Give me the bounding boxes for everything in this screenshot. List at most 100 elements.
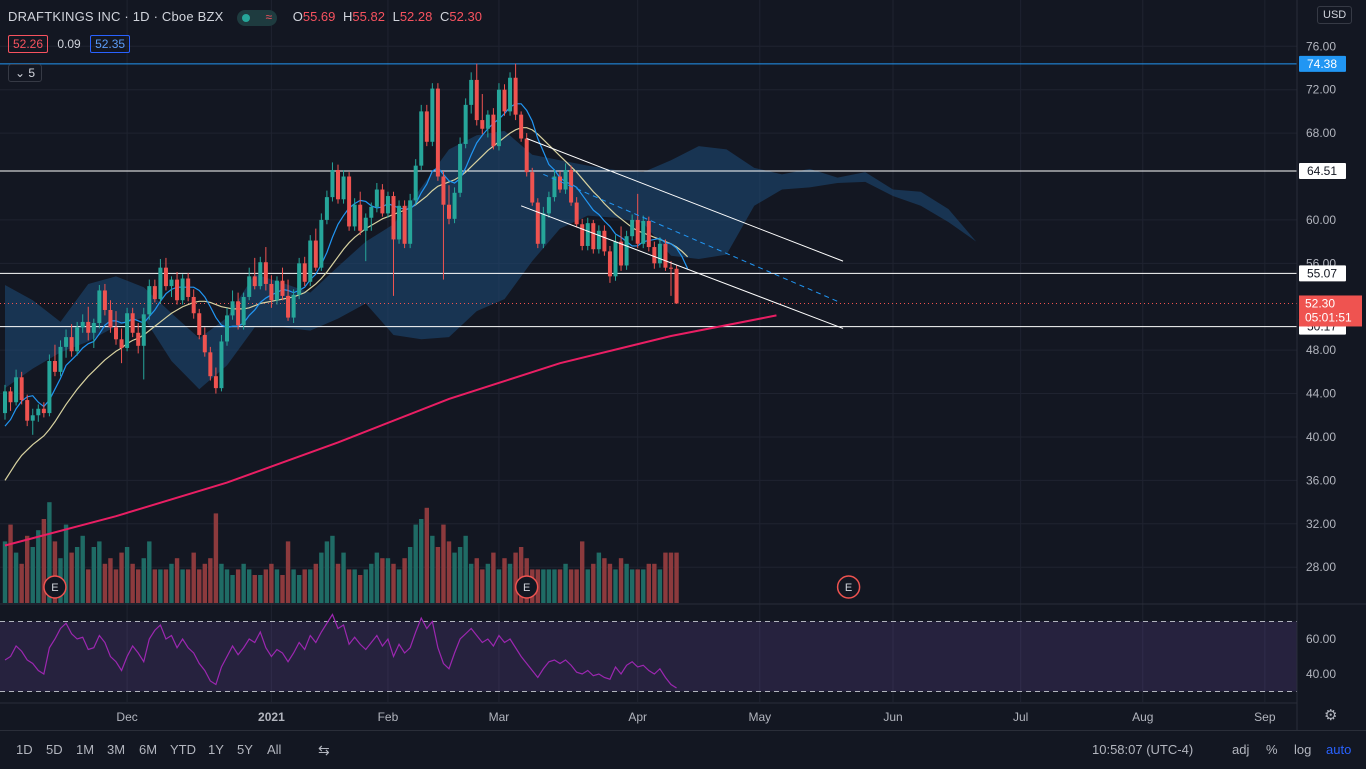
- timeframe-5d[interactable]: 5D: [46, 742, 63, 757]
- candle-body: [380, 189, 385, 214]
- volume-bar: [158, 569, 163, 603]
- date-range-icon[interactable]: ⇆: [318, 742, 330, 758]
- volume-bar: [2, 541, 8, 603]
- volume-bar: [635, 569, 640, 603]
- price-tick-label: 44.00: [1306, 387, 1336, 401]
- volume-bar: [596, 552, 602, 603]
- compare-icon: ≈: [265, 9, 273, 24]
- volume-bar: [308, 569, 313, 603]
- candle-body: [535, 202, 540, 244]
- timeframe-all[interactable]: All: [267, 742, 282, 757]
- volume-bar: [452, 552, 457, 603]
- candle-body: [546, 197, 551, 214]
- timeframe-ytd[interactable]: YTD: [170, 742, 196, 757]
- volume-bar: [419, 519, 424, 603]
- earnings-marker[interactable]: [514, 575, 539, 599]
- candle-body: [585, 223, 590, 246]
- candle-body: [602, 230, 607, 252]
- candle-body: [180, 278, 185, 301]
- candle-body: [108, 309, 113, 328]
- earnings-marker[interactable]: [43, 575, 67, 599]
- close-value: 52.30: [449, 9, 482, 24]
- timeframe-5y[interactable]: 5Y: [237, 742, 253, 757]
- timeframe-1d[interactable]: 1D: [16, 742, 33, 757]
- ma-blue-line: [4, 103, 689, 427]
- volume-bar: [496, 569, 502, 603]
- candle-body: [213, 376, 218, 389]
- candle-body: [330, 169, 335, 198]
- candle-body: [513, 77, 518, 115]
- open-value: 55.69: [302, 9, 336, 24]
- candle-body: [397, 205, 402, 240]
- timeframe-3m[interactable]: 3M: [107, 742, 126, 757]
- volume-bar: [591, 563, 596, 603]
- rsi-line: [4, 613, 677, 689]
- clock-time[interactable]: 10:58:07 (UTC-4): [1092, 742, 1194, 757]
- volume-bar: [263, 569, 269, 603]
- auto-toggle[interactable]: auto: [1326, 742, 1352, 757]
- volume-bar: [646, 563, 651, 603]
- percent-toggle[interactable]: %: [1266, 742, 1278, 757]
- log-toggle[interactable]: log: [1294, 742, 1312, 757]
- candle-body: [219, 341, 224, 389]
- volume-bar: [407, 547, 413, 603]
- candle-body: [297, 263, 302, 295]
- bar-countdown: 05:01:51: [1305, 310, 1352, 324]
- volume-bar: [629, 569, 635, 603]
- volume-bar: [41, 519, 47, 603]
- volume-bar: [141, 558, 146, 603]
- volume-bar: [391, 563, 396, 603]
- candle-body: [236, 301, 241, 326]
- ask-price[interactable]: 52.35: [90, 35, 131, 53]
- volume-bar: [19, 563, 24, 603]
- candle-body: [8, 391, 13, 403]
- time-tick-label: Mar: [489, 710, 510, 724]
- volume-bar: [296, 575, 302, 603]
- volume-bar: [568, 569, 574, 603]
- timeframe-1y[interactable]: 1Y: [208, 742, 224, 757]
- candle-body: [524, 138, 529, 173]
- timeframe-1m[interactable]: 1M: [76, 742, 95, 757]
- volume-bar: [202, 563, 207, 603]
- earnings-marker[interactable]: [836, 575, 861, 599]
- visibility-toggle[interactable]: ≈: [237, 9, 278, 26]
- price-tick-label: 68.00: [1306, 126, 1336, 140]
- adj-toggle[interactable]: adj: [1232, 742, 1250, 757]
- volume-bar: [169, 563, 174, 603]
- channel-upper-line[interactable]: [526, 138, 844, 262]
- volume-bar: [174, 558, 180, 603]
- volume-bar: [480, 569, 485, 603]
- volume-bar: [191, 552, 196, 603]
- volume-bar: [113, 569, 119, 603]
- candle-body: [452, 192, 457, 219]
- channel-lower-line[interactable]: [520, 205, 844, 329]
- volume-bar: [435, 547, 441, 603]
- indicators-collapse-button[interactable]: ⌄ 5: [8, 64, 43, 82]
- candle-body: [47, 360, 52, 414]
- timeframe-6m[interactable]: 6M: [139, 742, 158, 757]
- settings-gear-icon[interactable]: ⚙: [1324, 707, 1338, 724]
- currency-button[interactable]: USD: [1317, 6, 1353, 24]
- candle-body: [463, 104, 468, 144]
- volume-bar: [613, 569, 618, 603]
- candle-body: [197, 313, 202, 335]
- volume-bar: [552, 569, 557, 603]
- candle-body: [641, 221, 646, 244]
- symbol-legend[interactable]: DRAFTKINGS INC · 1D · Cboe BZX ≈ O55.69 …: [8, 9, 482, 26]
- candle-body: [75, 327, 80, 352]
- volume-bar: [430, 535, 435, 603]
- candle-body: [341, 176, 346, 200]
- volume-bar: [302, 569, 307, 603]
- candle-body: [408, 200, 413, 244]
- candle-body: [652, 247, 657, 264]
- bid-price[interactable]: 52.26: [8, 35, 49, 53]
- candle-body: [374, 189, 379, 207]
- candle-body: [591, 223, 596, 250]
- volume-bar: [491, 552, 496, 603]
- candle-body: [64, 337, 69, 347]
- volume-bar: [574, 569, 579, 603]
- candle-body: [3, 391, 7, 414]
- candle-body: [175, 279, 180, 301]
- volume-bar: [396, 569, 402, 603]
